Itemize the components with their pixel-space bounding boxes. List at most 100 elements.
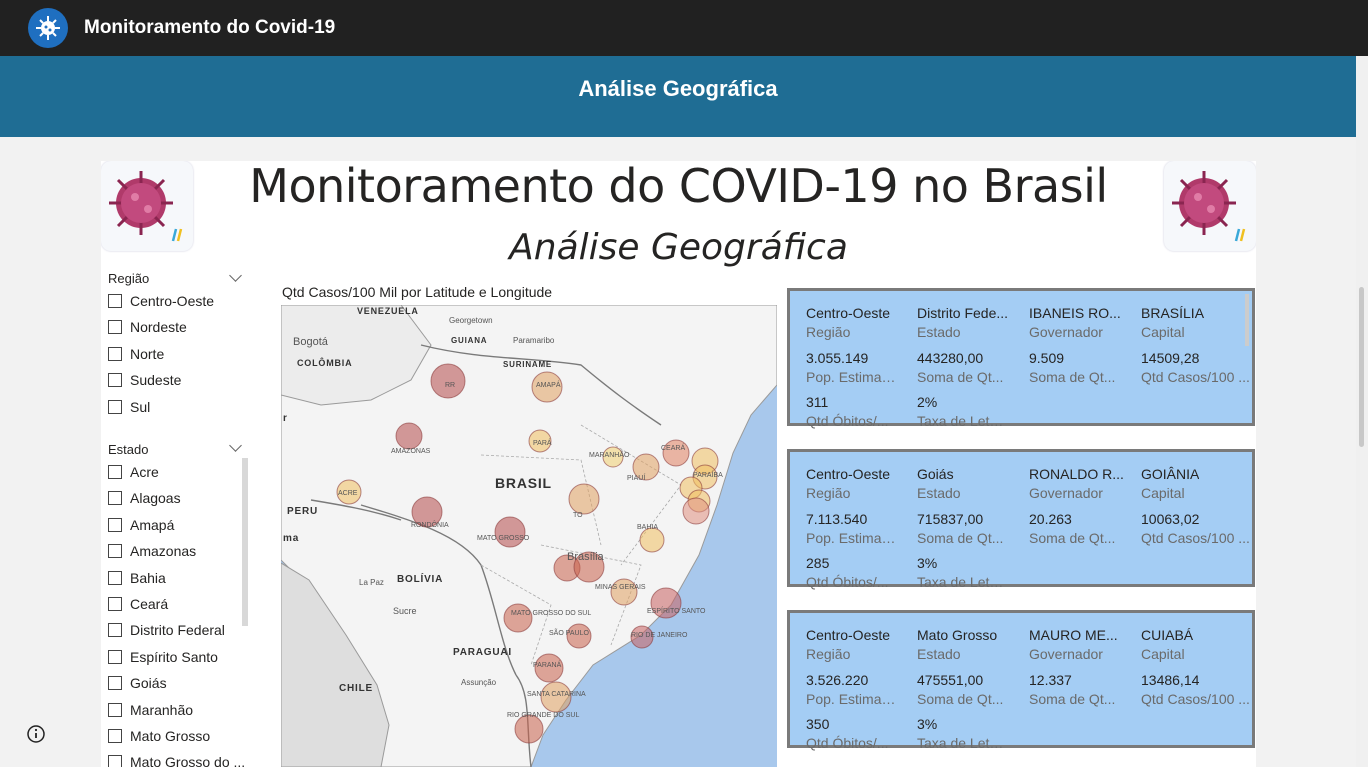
regiao-item[interactable]: Sudeste xyxy=(108,372,181,392)
map-label: MATO GROSSO DO SUL xyxy=(511,610,591,617)
map-bubble[interactable] xyxy=(602,446,624,468)
map-bubble[interactable] xyxy=(531,371,563,403)
map-label: Georgetown xyxy=(449,316,493,325)
map-bubble[interactable] xyxy=(336,479,362,505)
estado-item[interactable]: Maranhão xyxy=(108,702,193,722)
regiao-item[interactable]: Sul xyxy=(108,399,150,419)
covid-logo-icon[interactable] xyxy=(28,8,68,48)
land-west xyxy=(281,562,390,767)
regiao-chevron-down-icon[interactable] xyxy=(229,269,242,282)
map-bubble[interactable] xyxy=(639,527,665,553)
estado-item[interactable]: Mato Grosso xyxy=(108,728,210,748)
estado-list-scrollbar[interactable] xyxy=(242,458,248,626)
estado-item[interactable]: Ceará xyxy=(108,596,168,616)
map-bubble[interactable] xyxy=(662,439,690,467)
map-label: Bogotá xyxy=(293,336,329,348)
checkbox[interactable] xyxy=(108,346,122,361)
estado-item[interactable]: Alagoas xyxy=(108,490,181,510)
regiao-item[interactable]: Nordeste xyxy=(108,319,187,339)
state-card[interactable]: Centro-Oeste Região Goiás Estado RONALDO R..… xyxy=(787,449,1255,590)
checkbox[interactable] xyxy=(108,544,122,559)
card-governador: MAURO ME... xyxy=(1029,627,1118,643)
map-bubble[interactable] xyxy=(568,483,600,515)
estado-item-label: Goiás xyxy=(130,675,167,692)
estado-item[interactable]: Amazonas xyxy=(108,543,196,563)
card-letalidade-label: Taxa de Letalid... xyxy=(917,574,1007,590)
card-obitos-label: Qtd Óbitos/... xyxy=(806,413,889,429)
regiao-item[interactable]: Norte xyxy=(108,346,164,366)
card-casos100: 14509,28 xyxy=(1141,350,1200,366)
map-bubble[interactable] xyxy=(630,625,654,649)
map-bubble[interactable] xyxy=(566,623,592,649)
state-card[interactable]: Centro-Oeste Região Mato Grosso Estado MAURO… xyxy=(787,610,1255,751)
estado-chevron-down-icon[interactable] xyxy=(229,439,242,452)
checkbox[interactable] xyxy=(108,597,122,611)
estado-item[interactable]: Espírito Santo xyxy=(108,649,218,669)
map-bubble[interactable] xyxy=(430,363,466,399)
checkbox[interactable] xyxy=(108,320,122,335)
card-obitos: 285 xyxy=(806,555,830,571)
checkbox[interactable] xyxy=(108,491,122,506)
checkbox[interactable] xyxy=(108,623,122,638)
bubble-map[interactable]: VENEZUELA Georgetown Paramaribo GUIANA SURIN… xyxy=(281,305,777,767)
checkbox[interactable] xyxy=(108,517,122,532)
checkbox[interactable] xyxy=(108,570,122,585)
card-capital-label: Capital xyxy=(1141,324,1185,340)
estado-slicer-title: Estado xyxy=(108,442,149,457)
regiao-item[interactable]: Centro-Oeste xyxy=(108,293,214,313)
map-bubble[interactable] xyxy=(503,603,533,633)
map-label: GUIANA xyxy=(451,336,487,345)
map-bubble[interactable] xyxy=(573,551,605,583)
map-bubble[interactable] xyxy=(494,516,526,548)
estado-item-label: Acre xyxy=(130,464,159,480)
map-bubble[interactable] xyxy=(395,422,423,450)
card-pop-label: Pop. Estimad... xyxy=(806,530,896,546)
map-bubble[interactable] xyxy=(411,496,443,528)
regiao-item-label: Norte xyxy=(130,345,165,362)
page-scrollbar[interactable] xyxy=(1356,56,1368,767)
checkbox[interactable] xyxy=(108,399,122,414)
estado-item-label: Maranhão xyxy=(130,701,194,718)
checkbox[interactable] xyxy=(108,755,122,767)
virus-image-right xyxy=(1164,161,1256,251)
map-label: SÃO PAULO xyxy=(549,628,589,637)
map-label: ACRE xyxy=(338,490,358,497)
checkbox[interactable] xyxy=(108,676,122,691)
state-card[interactable]: Centro-Oeste Região Distrito Fede... Estado… xyxy=(787,288,1255,429)
checkbox[interactable] xyxy=(108,294,122,308)
card-pop-label: Pop. Estimad... xyxy=(806,691,896,707)
map-bubble[interactable] xyxy=(528,429,552,453)
map-bubble[interactable] xyxy=(534,653,564,683)
map-bubble[interactable] xyxy=(682,497,710,525)
card-capital-label: Capital xyxy=(1141,646,1185,662)
estado-item[interactable]: Bahia xyxy=(108,570,166,590)
card-scrollbar[interactable] xyxy=(1245,294,1249,346)
info-icon[interactable] xyxy=(26,724,46,744)
map-bubble[interactable] xyxy=(514,714,544,744)
card-pop: 3.526.220 xyxy=(806,672,869,688)
map-bubble[interactable] xyxy=(632,453,660,481)
checkbox[interactable] xyxy=(108,465,122,479)
checkbox[interactable] xyxy=(108,702,122,717)
map-bubble[interactable] xyxy=(650,587,682,619)
map-bubble[interactable] xyxy=(610,578,638,606)
page-scrollbar-thumb[interactable] xyxy=(1359,287,1364,447)
estado-item[interactable]: Mato Grosso do ... xyxy=(108,754,245,767)
checkbox[interactable] xyxy=(108,649,122,664)
app-header: Monitoramento do Covid-19 xyxy=(0,0,1368,56)
card-governador-label: Governador xyxy=(1029,324,1103,340)
map-label: MARANHÃO xyxy=(589,450,630,459)
page-banner: Análise Geográfica xyxy=(0,56,1356,137)
map-label: ESPÍRITO SANTO xyxy=(647,606,706,615)
checkbox[interactable] xyxy=(108,373,122,388)
card-soma1: 443280,00 xyxy=(917,350,984,366)
estado-item[interactable]: Amapá xyxy=(108,517,174,537)
estado-item[interactable]: Goiás xyxy=(108,675,167,695)
estado-item[interactable]: Distrito Federal xyxy=(108,622,225,642)
checkbox[interactable] xyxy=(108,729,122,743)
map-bubble[interactable] xyxy=(540,681,572,713)
card-soma1: 475551,00 xyxy=(917,672,984,688)
map-label: PARAGUAI xyxy=(453,647,512,658)
card-soma1-label: Soma de Qt... xyxy=(917,691,1004,707)
estado-item[interactable]: Acre xyxy=(108,464,159,484)
